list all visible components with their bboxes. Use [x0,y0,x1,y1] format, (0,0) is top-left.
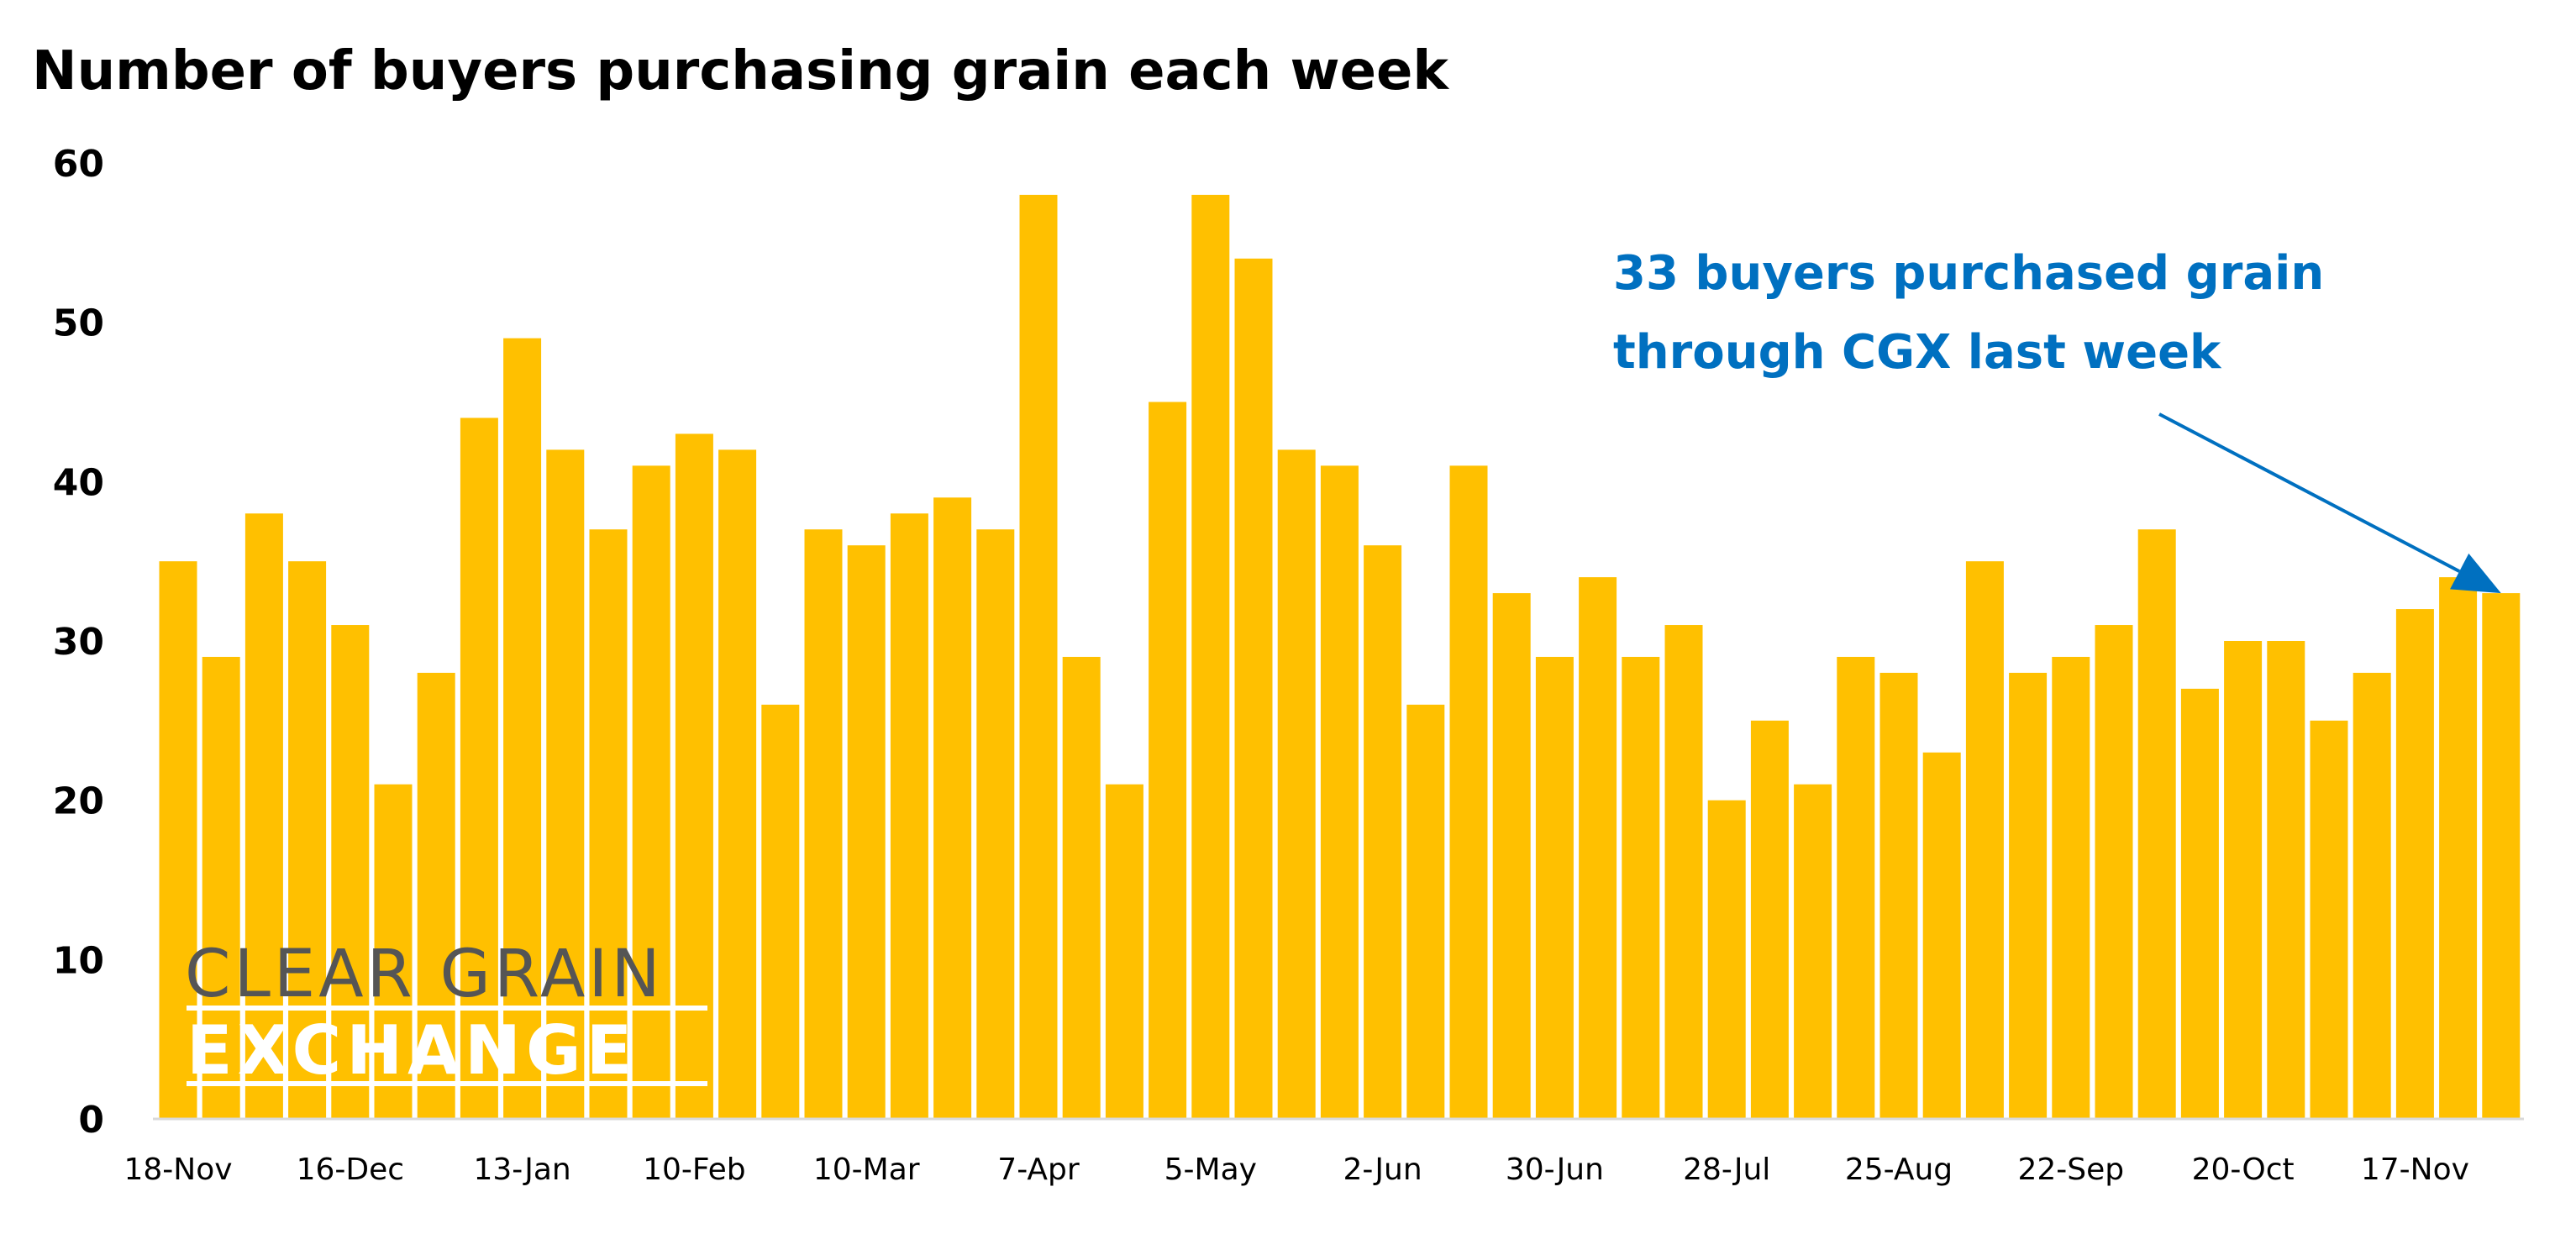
logo: CLEAR GRAIN EXCHANGE [185,937,707,1090]
x-tick-label: 16-Dec [297,1153,404,1187]
bar [933,497,972,1119]
x-tick-label: 13-Jan [473,1153,570,1187]
bar [2395,609,2434,1119]
arrow-head-icon [2450,553,2501,594]
bar [718,449,757,1119]
bar [1707,800,1746,1119]
bar [2439,577,2478,1119]
y-tick-label: 40 [53,461,104,504]
y-tick-label: 30 [53,621,104,664]
bar [1277,449,1316,1119]
bar [761,704,800,1119]
bar [1492,593,1531,1119]
bar [331,625,370,1119]
bar [2180,688,2219,1119]
bar [1664,625,1703,1119]
bar [1922,752,1961,1119]
bar [589,529,628,1119]
bar [804,529,843,1119]
bar [2137,529,2176,1119]
annotation: 33 buyers purchased grain through CGX la… [1613,246,2501,594]
bar [1062,656,1101,1119]
x-tick-label: 10-Mar [813,1153,920,1187]
bar [1879,672,1918,1119]
bar [417,672,455,1119]
bar [1965,561,2004,1119]
bar [244,513,283,1119]
x-tick-label: 22-Sep [2017,1153,2124,1187]
annotation-arrow [2158,412,2461,573]
bar [1019,194,1058,1119]
bar [847,545,886,1119]
bar [374,784,413,1119]
bar [1364,545,1402,1119]
bar [1837,656,1875,1119]
bar [2267,641,2305,1119]
x-tick-label: 20-Oct [2192,1153,2295,1187]
bar [1105,784,1143,1119]
bar [1149,402,1187,1119]
x-tick-label: 17-Nov [2361,1153,2469,1187]
logo-line1: CLEAR GRAIN [185,937,664,1012]
bar [890,513,928,1119]
bar [2052,656,2090,1119]
x-axis: 18-Nov 16-Dec 13-Jan 10-Feb 10-Mar 7-Apr 5-May… [124,1153,2468,1187]
bar [2310,720,2348,1119]
y-tick-label: 0 [78,1099,104,1142]
annotation-line1: 33 buyers purchased grain [1613,246,2324,301]
bar [288,561,327,1119]
bar [460,417,498,1119]
bar [675,433,713,1119]
x-tick-label: 7-Apr [997,1153,1080,1187]
bar [1449,465,1488,1119]
bar [2009,672,2048,1119]
bar [1622,656,1660,1119]
bar [2095,625,2133,1119]
x-tick-label: 28-Jul [1683,1153,1770,1187]
bar [1579,577,1617,1119]
bar [159,561,197,1119]
bar [2482,593,2521,1119]
bars [159,194,2521,1120]
bar [1750,720,1789,1119]
x-tick-label: 25-Aug [1845,1153,1953,1187]
x-tick-label: 2-Jun [1343,1153,1422,1187]
x-tick-label: 10-Feb [643,1153,746,1187]
bar [2353,672,2391,1119]
bar [1535,656,1574,1119]
bar [1406,704,1445,1119]
annotation-line2: through CGX last week [1613,325,2222,380]
bar [503,338,542,1120]
x-tick-label: 30-Jun [1506,1153,1604,1187]
bar [1191,194,1230,1119]
bar [1794,784,1832,1119]
x-tick-label: 18-Nov [124,1153,232,1187]
y-tick-label: 20 [53,780,104,823]
bar [632,465,670,1119]
chart-title: Number of buyers purchasing grain each w… [32,40,1449,102]
bar [1320,465,1359,1119]
logo-line2: EXCHANGE [187,1011,637,1090]
y-tick-label: 50 [53,302,104,345]
y-tick-label: 60 [53,143,104,186]
bar [1234,258,1273,1119]
x-tick-label: 5-May [1164,1153,1257,1187]
y-tick-label: 10 [53,939,104,982]
bar [202,656,240,1119]
bar [2224,641,2263,1119]
y-axis: 0 10 20 30 40 50 60 [53,143,104,1142]
bar [976,529,1015,1119]
